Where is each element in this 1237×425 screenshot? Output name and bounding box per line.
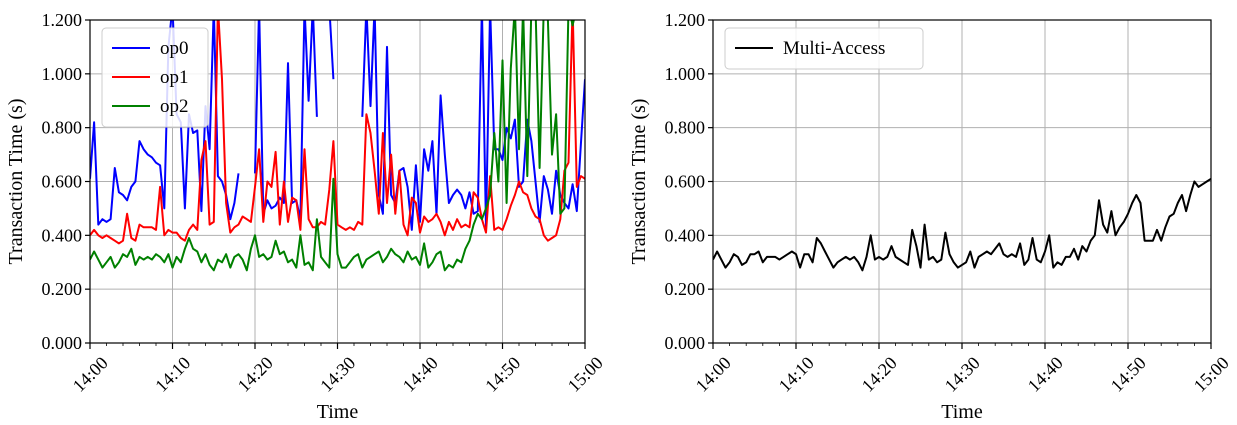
x-tick-label: 14:30 <box>941 353 984 396</box>
x-tick-label: 14:20 <box>858 353 901 396</box>
series-line-op2 <box>90 20 575 272</box>
x-tick-label: 14:10 <box>775 353 818 396</box>
x-tick-label: 14:50 <box>481 353 524 396</box>
legend-box <box>101 27 209 128</box>
y-tick-label: 0.400 <box>42 225 83 245</box>
y-tick-label: 0.200 <box>42 279 83 299</box>
chart-right: 0.000 0.200 0.400 0.600 0.800 1.000 1.200 14:00… <box>628 10 1233 423</box>
y-tick-label: 0.000 <box>42 333 83 353</box>
y-tick-label: 1.200 <box>665 10 706 30</box>
series-line-op0 <box>90 20 585 231</box>
y-tick-label: 1.000 <box>665 64 706 84</box>
x-tick-label: 14:40 <box>1024 353 1067 396</box>
series-line-op1 <box>90 20 585 245</box>
legend-box <box>724 27 924 70</box>
y-tick-label: 0.600 <box>665 172 706 192</box>
y-tick-label: 0.200 <box>665 279 706 299</box>
x-tick-label: 15:00 <box>564 353 607 396</box>
x-tick-label: 14:00 <box>692 353 735 396</box>
x-tick-label: 14:00 <box>69 353 112 396</box>
chart-left: 0.000 0.200 0.400 0.600 0.800 1.000 1.200 14:00… <box>5 10 607 423</box>
x-tick-label: 15:00 <box>1190 353 1233 396</box>
y-tick-label: 0.600 <box>42 172 83 192</box>
legend-label: Multi-Access <box>783 38 885 59</box>
y-tick-label: 0.800 <box>42 118 83 138</box>
x-tick-label: 14:30 <box>316 353 359 396</box>
y-axis-label: Transaction Time (s) <box>628 99 650 265</box>
x-axis-label: Time <box>941 401 983 423</box>
x-tick-label: 14:10 <box>151 353 194 396</box>
x-axis-label: Time <box>317 401 359 423</box>
x-tick-label: 14:20 <box>234 353 277 396</box>
y-tick-label: 1.000 <box>42 64 83 84</box>
y-tick-label: 0.000 <box>665 333 706 353</box>
y-tick-label: 0.800 <box>665 118 706 138</box>
x-tick-label: 14:40 <box>399 353 442 396</box>
legend: Multi-Access <box>724 27 924 70</box>
x-tick-label: 14:50 <box>1107 353 1150 396</box>
y-tick-label: 0.400 <box>665 225 706 245</box>
legend-label: op1 <box>160 67 189 88</box>
legend-label: op0 <box>160 38 189 59</box>
y-tick-label: 1.200 <box>42 10 83 30</box>
legend-label: op2 <box>160 96 189 117</box>
legend: op0 op1 op2 <box>101 27 209 128</box>
series-line-multi-access <box>713 177 1211 272</box>
y-axis-label: Transaction Time (s) <box>5 99 27 265</box>
